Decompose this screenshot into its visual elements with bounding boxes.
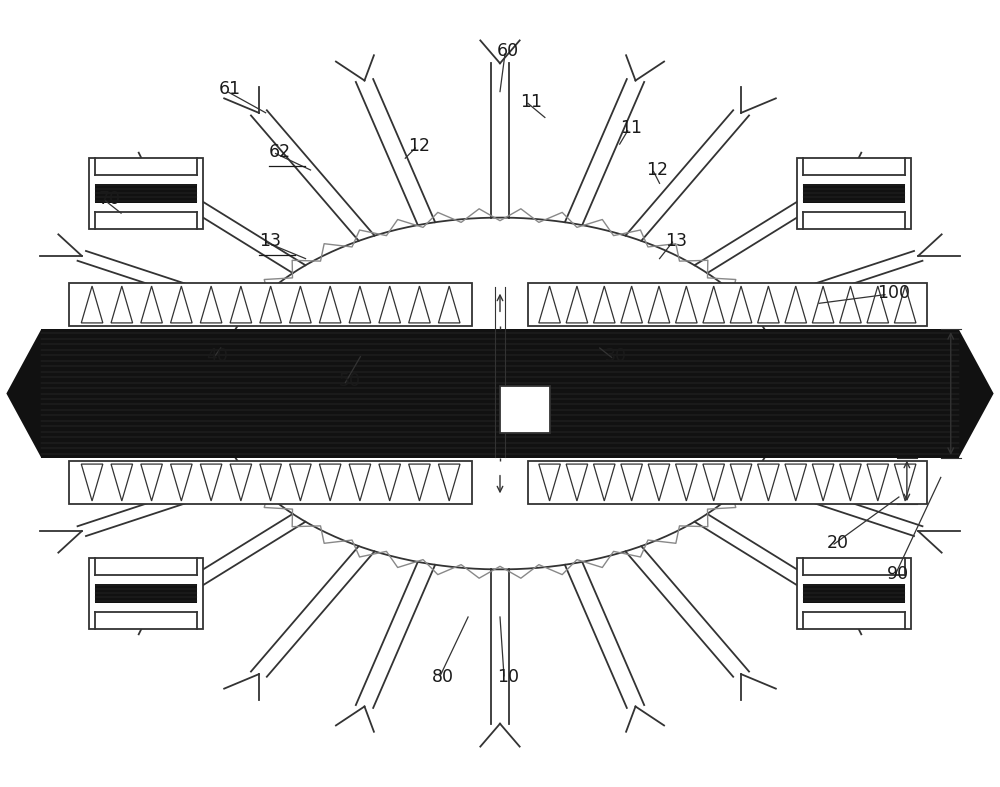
Text: 10: 10: [497, 668, 519, 686]
Polygon shape: [6, 329, 41, 458]
Polygon shape: [95, 183, 197, 203]
Polygon shape: [528, 461, 927, 504]
Polygon shape: [797, 558, 911, 629]
Text: 13: 13: [259, 231, 281, 249]
Text: 80: 80: [432, 668, 454, 686]
Text: 62: 62: [269, 143, 291, 161]
Text: 11: 11: [620, 120, 642, 138]
Text: 13: 13: [666, 231, 688, 249]
Text: 61: 61: [219, 80, 241, 98]
Polygon shape: [69, 283, 472, 326]
FancyBboxPatch shape: [41, 329, 959, 458]
Text: 11: 11: [520, 93, 542, 111]
Text: 60: 60: [497, 42, 519, 60]
Polygon shape: [95, 584, 197, 604]
Text: 100: 100: [877, 284, 910, 302]
Text: 12: 12: [408, 138, 430, 156]
Text: 20: 20: [827, 534, 849, 552]
Polygon shape: [797, 158, 911, 229]
Polygon shape: [89, 158, 203, 229]
Polygon shape: [528, 283, 927, 326]
Text: 70: 70: [99, 190, 121, 208]
Polygon shape: [803, 183, 905, 203]
Polygon shape: [89, 558, 203, 629]
Text: 50: 50: [338, 372, 360, 390]
Text: 90: 90: [887, 565, 909, 583]
Text: 30: 30: [605, 347, 627, 365]
Text: 12: 12: [647, 161, 669, 179]
Polygon shape: [69, 461, 472, 504]
Polygon shape: [500, 386, 550, 433]
Polygon shape: [803, 584, 905, 604]
Text: 40: 40: [206, 347, 228, 365]
Polygon shape: [959, 329, 994, 458]
